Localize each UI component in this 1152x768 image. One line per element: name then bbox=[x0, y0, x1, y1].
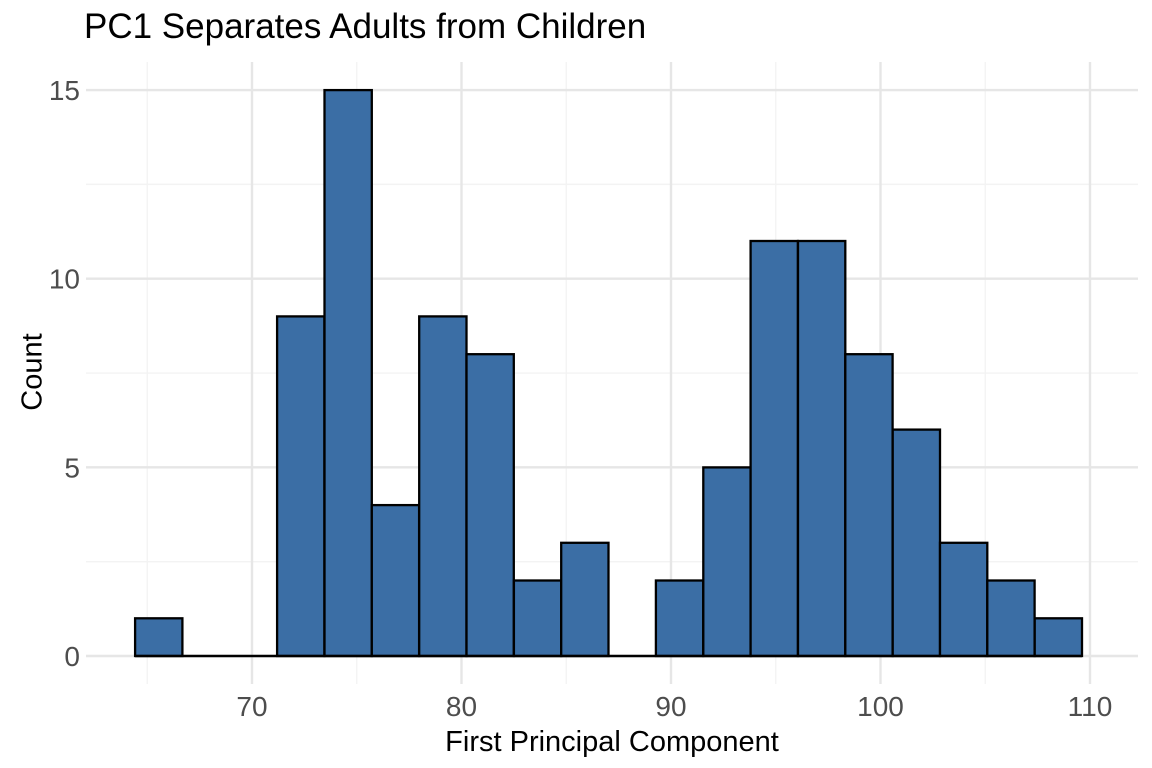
y-axis-title: Count bbox=[16, 333, 49, 411]
x-tick-label: 90 bbox=[655, 691, 686, 722]
histogram-bar bbox=[370, 503, 421, 658]
y-tick-label: 5 bbox=[64, 452, 80, 483]
histogram-bar bbox=[418, 315, 468, 658]
y-tick-label: 15 bbox=[49, 75, 80, 106]
x-axis-title: First Principal Component bbox=[445, 726, 779, 758]
histogram-bar bbox=[512, 579, 563, 658]
x-tick-label: 70 bbox=[236, 691, 267, 722]
histogram-bar bbox=[702, 466, 752, 658]
histogram-bar bbox=[749, 239, 800, 658]
x-tick-label: 80 bbox=[446, 691, 477, 722]
histogram-bar bbox=[844, 353, 894, 658]
histogram-bar bbox=[1033, 617, 1084, 658]
x-tick-label: 110 bbox=[1068, 691, 1113, 722]
histogram-bar bbox=[938, 541, 989, 658]
y-tick-label: 0 bbox=[64, 641, 80, 672]
histogram-bar bbox=[986, 579, 1036, 658]
x-tick-label: 100 bbox=[857, 691, 904, 722]
histogram-bar bbox=[560, 541, 610, 658]
histogram-bar bbox=[465, 353, 515, 658]
histogram-bar bbox=[654, 579, 705, 658]
histogram-bar bbox=[133, 617, 184, 658]
histogram-bar bbox=[891, 428, 942, 658]
chart-title: PC1 Separates Adults from Children bbox=[84, 7, 647, 46]
histogram-bar bbox=[323, 88, 373, 658]
y-tick-label: 10 bbox=[49, 264, 80, 295]
histogram-bar bbox=[796, 239, 847, 658]
histogram-bar bbox=[275, 315, 326, 658]
